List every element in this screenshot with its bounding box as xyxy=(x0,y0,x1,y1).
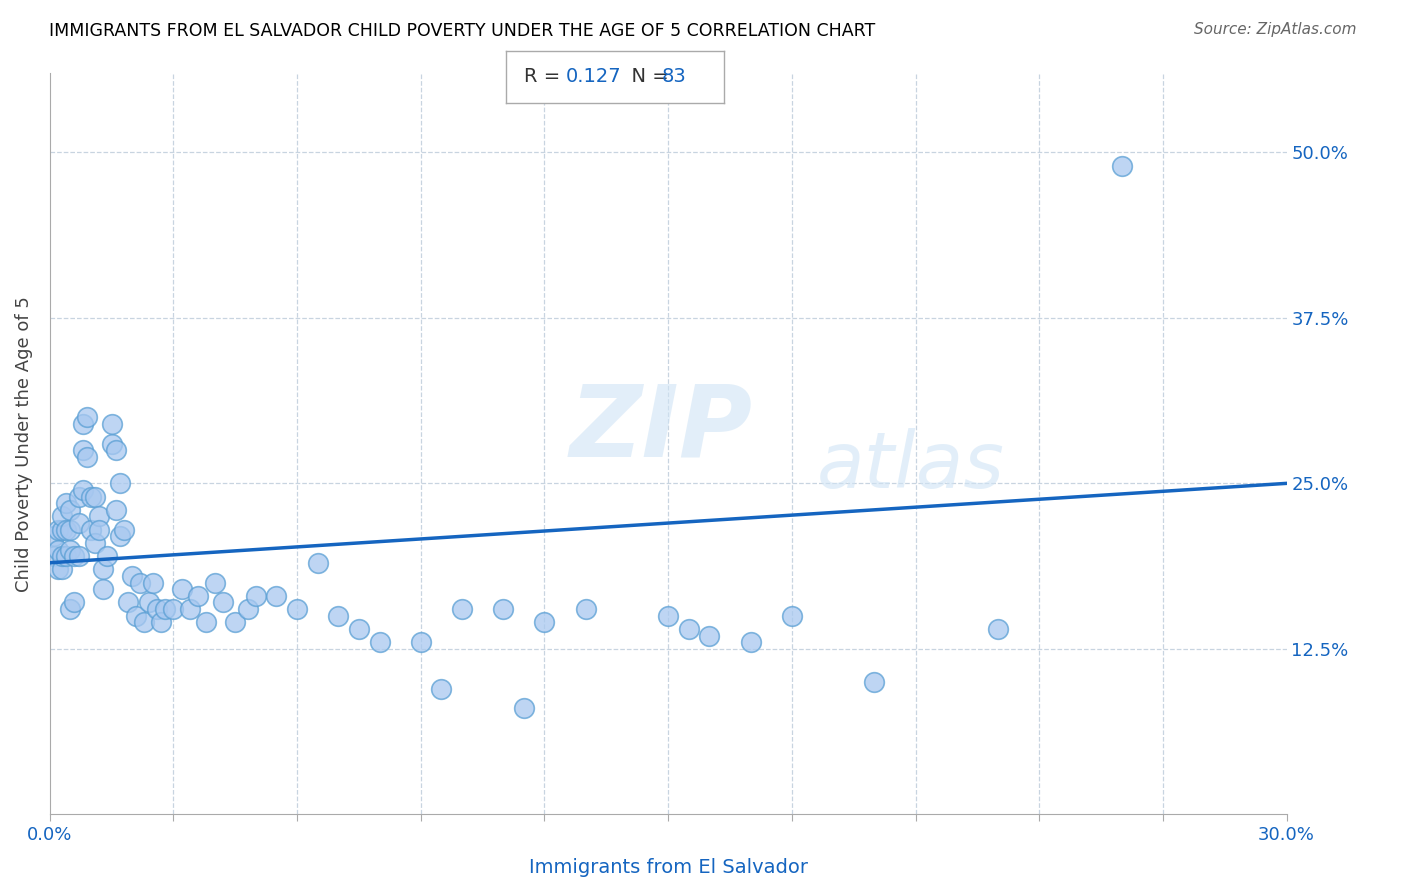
Point xyxy=(72,417,94,431)
Point xyxy=(699,629,721,643)
Point xyxy=(108,476,131,491)
Point xyxy=(678,622,700,636)
Point xyxy=(266,589,288,603)
Point xyxy=(430,681,453,696)
Point xyxy=(347,622,370,636)
Point xyxy=(863,674,886,689)
Point xyxy=(89,509,111,524)
Point xyxy=(117,595,139,609)
Point xyxy=(162,602,184,616)
Point xyxy=(108,529,131,543)
Point xyxy=(245,589,267,603)
Point xyxy=(59,542,82,557)
Point xyxy=(91,582,114,597)
Point xyxy=(142,575,165,590)
Point xyxy=(170,582,193,597)
Point xyxy=(138,595,160,609)
Point xyxy=(63,549,86,564)
Point xyxy=(187,589,209,603)
Text: 0.127: 0.127 xyxy=(565,67,621,87)
X-axis label: Immigrants from El Salvador: Immigrants from El Salvador xyxy=(529,858,807,877)
Point xyxy=(72,483,94,497)
Point xyxy=(51,549,73,564)
Point xyxy=(63,595,86,609)
Point xyxy=(59,602,82,616)
Point xyxy=(100,417,122,431)
Text: IMMIGRANTS FROM EL SALVADOR CHILD POVERTY UNDER THE AGE OF 5 CORRELATION CHART: IMMIGRANTS FROM EL SALVADOR CHILD POVERT… xyxy=(49,22,876,40)
Point xyxy=(195,615,218,630)
Point xyxy=(51,509,73,524)
Point xyxy=(121,569,143,583)
Point xyxy=(55,496,77,510)
Point xyxy=(91,562,114,576)
Text: ZIP: ZIP xyxy=(569,380,752,477)
Point xyxy=(89,523,111,537)
Point xyxy=(42,529,65,543)
Point xyxy=(104,443,127,458)
Point xyxy=(657,608,679,623)
Point xyxy=(67,549,90,564)
Point xyxy=(211,595,233,609)
Point xyxy=(533,615,555,630)
Point xyxy=(129,575,152,590)
Point xyxy=(134,615,156,630)
Point xyxy=(84,490,107,504)
Point xyxy=(104,503,127,517)
Point xyxy=(96,549,118,564)
Point xyxy=(179,602,201,616)
Point xyxy=(204,575,226,590)
Point xyxy=(51,523,73,537)
Point xyxy=(740,635,762,649)
Point xyxy=(72,443,94,458)
Point xyxy=(285,602,308,616)
Point xyxy=(125,608,148,623)
Point xyxy=(153,602,176,616)
Point xyxy=(150,615,173,630)
Point xyxy=(67,516,90,530)
Text: 83: 83 xyxy=(661,67,686,87)
Point xyxy=(224,615,246,630)
Point xyxy=(307,556,329,570)
Point xyxy=(236,602,259,616)
Point xyxy=(492,602,515,616)
Text: N =: N = xyxy=(619,67,675,87)
Point xyxy=(780,608,803,623)
Point xyxy=(46,523,69,537)
Point xyxy=(46,562,69,576)
Point xyxy=(409,635,432,649)
Point xyxy=(76,410,98,425)
Point xyxy=(112,523,135,537)
Point xyxy=(59,523,82,537)
Point xyxy=(55,549,77,564)
Text: Source: ZipAtlas.com: Source: ZipAtlas.com xyxy=(1194,22,1357,37)
Point xyxy=(84,536,107,550)
Text: atlas: atlas xyxy=(817,428,1004,504)
Point xyxy=(76,450,98,464)
Point xyxy=(80,523,103,537)
Point xyxy=(328,608,350,623)
Point xyxy=(451,602,474,616)
Point xyxy=(146,602,169,616)
Point xyxy=(100,436,122,450)
Point xyxy=(1111,159,1133,173)
Point xyxy=(67,490,90,504)
Point xyxy=(513,701,536,715)
Point xyxy=(46,542,69,557)
Point xyxy=(59,503,82,517)
Text: R =: R = xyxy=(523,67,567,87)
Point xyxy=(42,549,65,564)
Point xyxy=(51,562,73,576)
Point xyxy=(368,635,391,649)
Point xyxy=(80,490,103,504)
Y-axis label: Child Poverty Under the Age of 5: Child Poverty Under the Age of 5 xyxy=(15,296,32,591)
Point xyxy=(55,523,77,537)
Point xyxy=(987,622,1010,636)
Point xyxy=(575,602,598,616)
